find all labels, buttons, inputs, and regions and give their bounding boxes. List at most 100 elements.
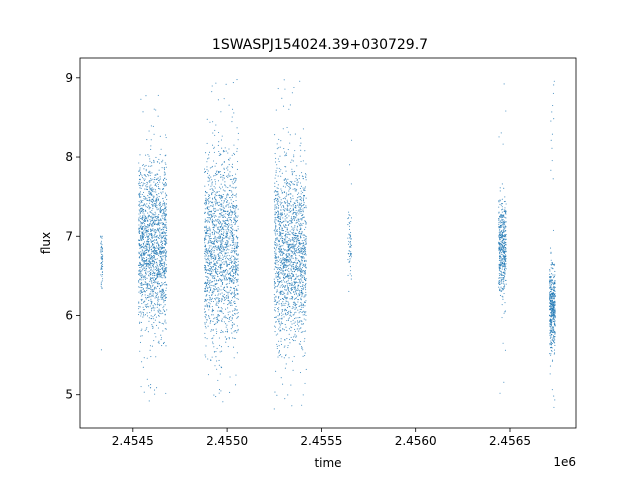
data-point bbox=[142, 268, 144, 270]
data-point bbox=[303, 254, 306, 256]
data-point bbox=[298, 343, 300, 345]
data-point bbox=[138, 252, 140, 254]
data-point bbox=[286, 236, 289, 238]
data-point bbox=[206, 295, 208, 297]
data-point bbox=[281, 318, 283, 320]
data-point bbox=[154, 393, 156, 395]
data-point bbox=[149, 211, 151, 213]
data-point bbox=[163, 171, 165, 173]
data-point bbox=[160, 284, 162, 287]
data-point bbox=[151, 204, 153, 206]
data-point bbox=[166, 227, 168, 229]
data-point bbox=[290, 293, 292, 295]
data-point bbox=[145, 298, 147, 300]
data-point bbox=[223, 299, 225, 301]
data-point bbox=[281, 172, 283, 174]
data-point bbox=[229, 279, 231, 281]
data-point bbox=[228, 316, 231, 319]
data-point bbox=[287, 288, 289, 290]
data-point bbox=[151, 281, 153, 283]
data-point bbox=[210, 242, 212, 244]
data-point bbox=[153, 286, 156, 288]
data-point bbox=[280, 188, 282, 190]
data-point bbox=[145, 305, 147, 308]
data-point bbox=[140, 264, 142, 266]
data-point bbox=[221, 163, 224, 165]
data-point bbox=[226, 283, 228, 285]
data-point bbox=[208, 245, 210, 247]
data-point bbox=[276, 229, 278, 231]
data-point bbox=[149, 165, 151, 167]
data-point bbox=[221, 311, 223, 313]
data-point bbox=[224, 336, 226, 338]
data-point bbox=[285, 255, 287, 257]
data-point bbox=[159, 262, 161, 264]
data-point bbox=[211, 247, 213, 249]
data-point bbox=[297, 204, 299, 206]
data-point bbox=[301, 218, 303, 220]
data-point bbox=[294, 180, 296, 182]
data-point bbox=[231, 255, 233, 257]
data-point bbox=[150, 308, 153, 310]
data-point bbox=[149, 245, 151, 247]
data-point bbox=[300, 149, 302, 151]
data-point bbox=[162, 270, 164, 272]
data-point bbox=[149, 280, 151, 282]
data-point bbox=[298, 202, 300, 204]
data-point bbox=[301, 404, 303, 406]
data-point bbox=[300, 142, 302, 144]
data-point bbox=[235, 270, 238, 272]
data-point bbox=[304, 173, 307, 175]
data-point bbox=[299, 280, 301, 282]
data-point bbox=[278, 303, 280, 305]
data-point bbox=[160, 338, 162, 341]
data-point bbox=[287, 202, 289, 204]
data-point bbox=[139, 196, 141, 198]
data-point bbox=[220, 195, 223, 197]
data-point bbox=[138, 257, 140, 259]
data-point bbox=[290, 182, 293, 184]
data-point bbox=[214, 323, 216, 325]
data-point bbox=[219, 195, 221, 197]
data-point bbox=[278, 138, 280, 140]
data-point bbox=[234, 274, 237, 276]
data-point bbox=[149, 278, 151, 280]
data-point bbox=[207, 259, 209, 261]
data-point bbox=[141, 335, 143, 337]
data-point bbox=[294, 308, 296, 311]
data-point bbox=[299, 145, 301, 147]
data-point bbox=[165, 166, 167, 168]
data-point bbox=[221, 223, 223, 225]
data-point bbox=[502, 254, 504, 256]
data-point bbox=[224, 172, 226, 174]
data-point bbox=[101, 280, 103, 282]
data-point bbox=[305, 259, 307, 261]
data-point bbox=[208, 217, 210, 219]
data-point bbox=[277, 264, 279, 266]
data-point bbox=[300, 233, 302, 235]
data-point bbox=[157, 215, 159, 217]
data-point bbox=[294, 288, 296, 290]
data-point bbox=[232, 239, 234, 242]
data-point bbox=[225, 290, 227, 292]
data-point bbox=[229, 209, 231, 211]
data-point bbox=[159, 322, 161, 324]
data-point bbox=[237, 246, 239, 248]
data-point bbox=[304, 187, 306, 189]
data-point bbox=[138, 314, 140, 316]
data-point bbox=[300, 247, 302, 249]
data-point bbox=[276, 243, 278, 245]
data-point bbox=[148, 299, 150, 302]
data-point bbox=[138, 273, 140, 275]
data-point bbox=[151, 234, 153, 237]
data-point bbox=[280, 254, 282, 256]
data-point bbox=[165, 328, 167, 330]
data-point bbox=[294, 252, 296, 254]
data-point bbox=[205, 314, 207, 316]
data-point bbox=[227, 307, 229, 309]
data-point bbox=[283, 179, 285, 181]
data-point bbox=[222, 193, 224, 196]
data-point bbox=[138, 227, 141, 229]
data-point bbox=[301, 271, 303, 273]
data-point bbox=[499, 253, 501, 255]
